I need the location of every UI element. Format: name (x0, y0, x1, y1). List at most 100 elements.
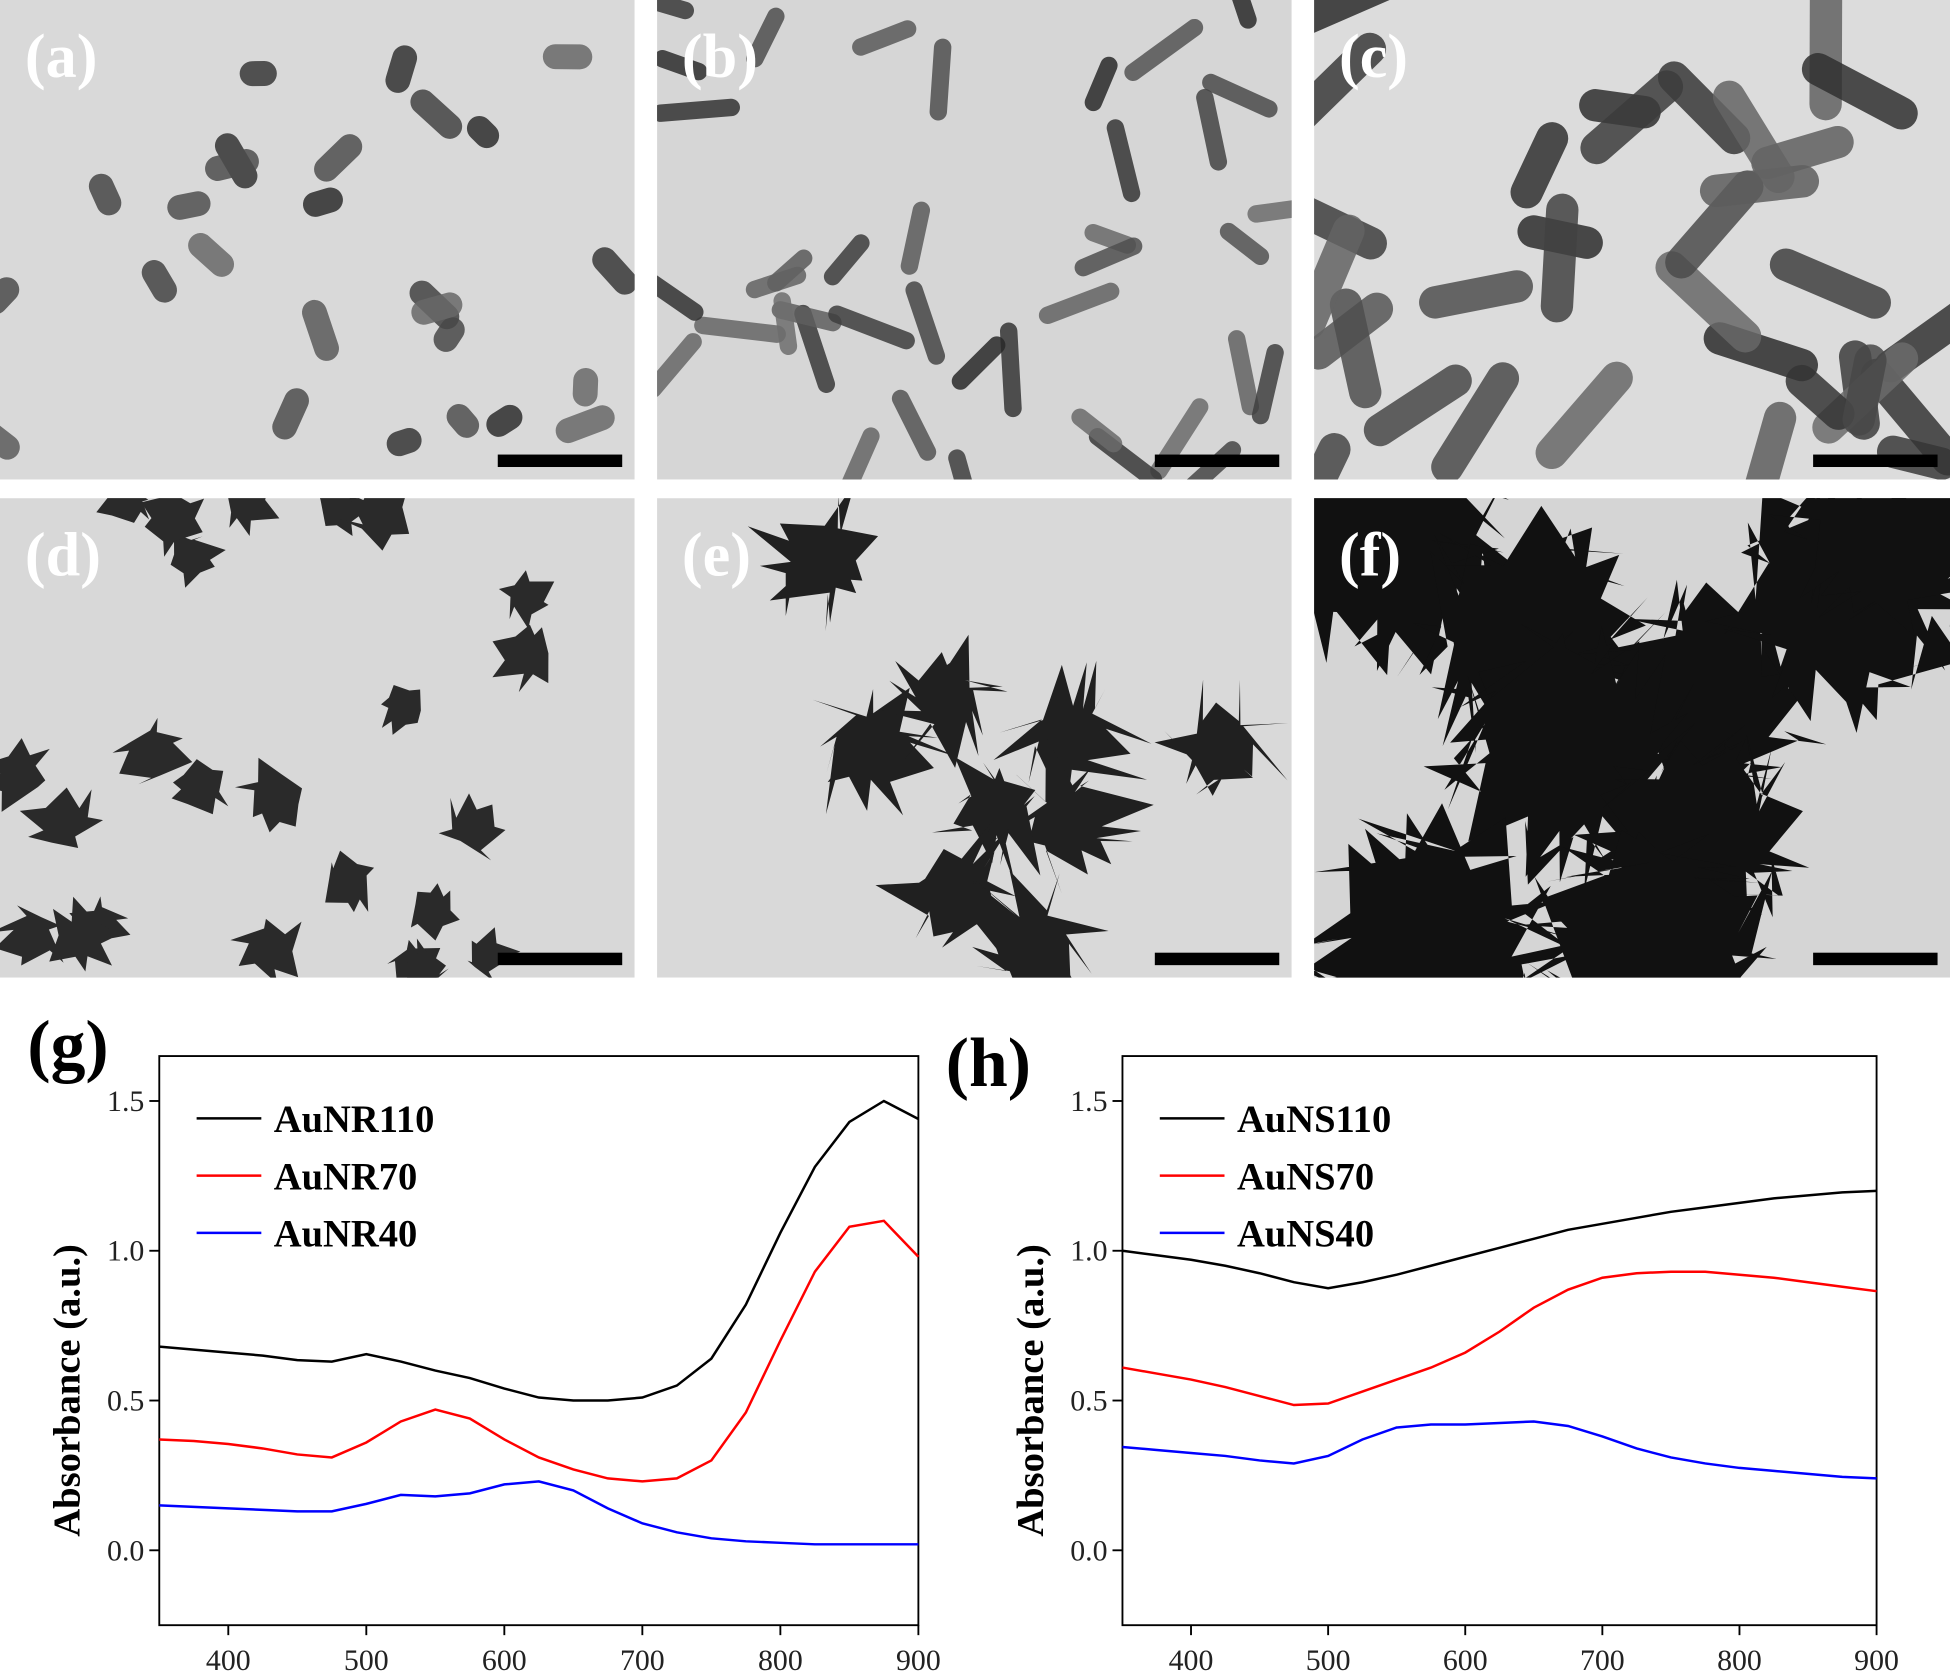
x-tick-label: 700 (1580, 1644, 1625, 1675)
particle (141, 498, 205, 557)
chart-title: (h) (946, 1025, 1031, 1102)
data-line (159, 1219, 920, 1483)
micrograph: (f) (1314, 498, 1950, 978)
particle (171, 759, 229, 815)
nanorod (272, 388, 309, 440)
nanorod (302, 187, 343, 217)
particle (972, 870, 1109, 978)
nanorod (905, 281, 946, 365)
micrograph: (b) (657, 0, 1292, 480)
nanorod (929, 38, 952, 121)
nanorod (1769, 248, 1891, 319)
particle (467, 927, 521, 978)
particle (1154, 679, 1289, 796)
scale-bar (497, 454, 623, 468)
particle (410, 883, 460, 941)
nanorod (592, 247, 635, 295)
particle (325, 850, 375, 913)
micrographs: (a) (b) (c) (d) (e) (f) (0, 0, 1950, 978)
nanorod (1419, 270, 1533, 319)
nanorod (0, 277, 20, 315)
nanorod (823, 234, 870, 286)
nanorod (386, 428, 422, 457)
panel-label: (b) (682, 23, 758, 91)
nanorod (1038, 282, 1120, 325)
particle (19, 787, 104, 848)
scale-bar (1813, 454, 1938, 468)
nanorod (657, 98, 740, 122)
y-tick-label: 1.0 (1070, 1235, 1107, 1268)
particle (234, 757, 303, 833)
nanorod (410, 89, 463, 139)
nanorod (0, 423, 20, 460)
nanorod (694, 316, 786, 343)
x-tick-label: 800 (758, 1644, 803, 1675)
nanorod (746, 7, 785, 68)
nanorod (572, 367, 599, 407)
nanorod (167, 191, 211, 220)
nanorod (466, 115, 500, 149)
nanorod (486, 404, 523, 437)
nanorod (999, 322, 1022, 418)
y-tick-label: 1.5 (107, 1085, 144, 1118)
particle (812, 687, 959, 816)
nanorod (1202, 73, 1278, 118)
particle (875, 818, 1016, 962)
legend-label: AuNR110 (274, 1099, 435, 1141)
panel-label: (e) (682, 521, 751, 589)
nanorod (745, 266, 807, 299)
particle (1314, 803, 1578, 978)
data-line (1122, 1270, 1877, 1407)
scale-bar (1154, 454, 1280, 468)
particle (498, 570, 555, 629)
nanorod (411, 292, 463, 325)
particle (69, 896, 131, 949)
nanorod (555, 405, 615, 444)
nanorod (314, 134, 363, 182)
particle (49, 896, 113, 972)
panel-label: (c) (1339, 23, 1408, 91)
x-tick-label: 900 (1854, 1644, 1899, 1675)
y-axis-label: Absorbance (a.u.) (47, 1244, 89, 1537)
particle (400, 938, 449, 978)
particle (1520, 830, 1777, 978)
nanorod (1535, 361, 1633, 470)
nanorod (1247, 197, 1292, 223)
chart-title: (g) (27, 1007, 108, 1084)
nanorod (1842, 344, 1887, 436)
micrograph: (e) (657, 498, 1292, 978)
nanorod (1801, 53, 1918, 130)
nanorod (1227, 330, 1260, 416)
charts: 400 500 600 700 800 900 0.0 0.5 1.0 1.5 Absorbance… (27, 1007, 1899, 1675)
nanorod (385, 45, 418, 93)
line-chart: 400 500 600 700 800 900 0.0 0.5 1.0 1.5 Absorbance… (27, 1007, 940, 1675)
nanorod (301, 299, 339, 361)
nanorod (852, 20, 917, 56)
panel-label: (d) (25, 521, 101, 589)
nanorod (1580, 70, 1684, 165)
nanorod (657, 0, 695, 20)
nanorod (794, 304, 836, 393)
y-tick-label: 0.0 (1070, 1534, 1107, 1567)
nanorod (891, 389, 937, 461)
nanorod (657, 259, 704, 321)
nanorod (1314, 433, 1351, 480)
nanorod (1510, 122, 1569, 209)
micrograph-background (0, 0, 635, 480)
nanorod (88, 173, 122, 216)
micrograph: (d) (0, 498, 635, 978)
nanorod (433, 317, 465, 352)
nanorod (1712, 80, 1795, 194)
nanorod (773, 292, 798, 355)
particle (228, 498, 280, 536)
particle (112, 717, 193, 785)
y-tick-label: 0.0 (107, 1534, 144, 1567)
particle (492, 624, 549, 693)
particle (879, 634, 1008, 768)
y-tick-label: 1.0 (107, 1235, 144, 1268)
nanorod (1314, 214, 1365, 340)
nanorod (1226, 0, 1257, 29)
x-tick-label: 600 (1443, 1644, 1488, 1675)
